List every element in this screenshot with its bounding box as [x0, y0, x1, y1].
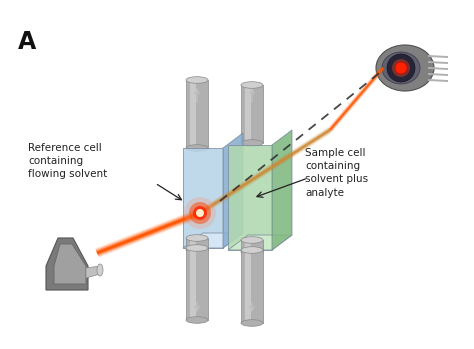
Circle shape — [196, 209, 204, 217]
Ellipse shape — [186, 245, 208, 251]
Ellipse shape — [241, 82, 263, 88]
Circle shape — [193, 206, 207, 220]
Text: A: A — [18, 30, 36, 54]
Polygon shape — [186, 80, 208, 148]
Polygon shape — [191, 80, 196, 148]
Ellipse shape — [186, 77, 208, 83]
Ellipse shape — [376, 45, 434, 91]
Polygon shape — [191, 248, 196, 320]
Text: Reference cell
containing
flowing solvent: Reference cell containing flowing solven… — [28, 143, 107, 179]
Polygon shape — [86, 266, 100, 278]
Polygon shape — [186, 238, 208, 250]
Polygon shape — [54, 244, 86, 284]
Text: Sample cell
containing
solvent plus
analyte: Sample cell containing solvent plus anal… — [305, 148, 368, 198]
Ellipse shape — [186, 247, 208, 253]
Polygon shape — [241, 250, 263, 323]
Ellipse shape — [241, 237, 263, 243]
Ellipse shape — [241, 320, 263, 326]
Ellipse shape — [241, 247, 263, 253]
Polygon shape — [228, 145, 272, 250]
Circle shape — [395, 62, 407, 74]
Ellipse shape — [382, 52, 420, 84]
Ellipse shape — [186, 145, 208, 151]
Polygon shape — [241, 85, 263, 143]
Polygon shape — [183, 148, 223, 248]
Polygon shape — [186, 248, 208, 320]
Ellipse shape — [241, 249, 263, 255]
Polygon shape — [246, 85, 251, 143]
Polygon shape — [183, 233, 243, 248]
Circle shape — [189, 202, 211, 224]
Circle shape — [387, 54, 415, 82]
Polygon shape — [241, 240, 263, 252]
Polygon shape — [246, 250, 251, 323]
Polygon shape — [246, 240, 251, 252]
Polygon shape — [191, 238, 196, 250]
Ellipse shape — [241, 140, 263, 146]
Polygon shape — [228, 235, 292, 250]
Ellipse shape — [186, 317, 208, 323]
Circle shape — [392, 59, 410, 77]
Ellipse shape — [186, 235, 208, 241]
Polygon shape — [272, 130, 292, 250]
Ellipse shape — [97, 264, 103, 276]
Polygon shape — [46, 238, 88, 290]
Circle shape — [184, 197, 216, 229]
Polygon shape — [223, 133, 243, 248]
